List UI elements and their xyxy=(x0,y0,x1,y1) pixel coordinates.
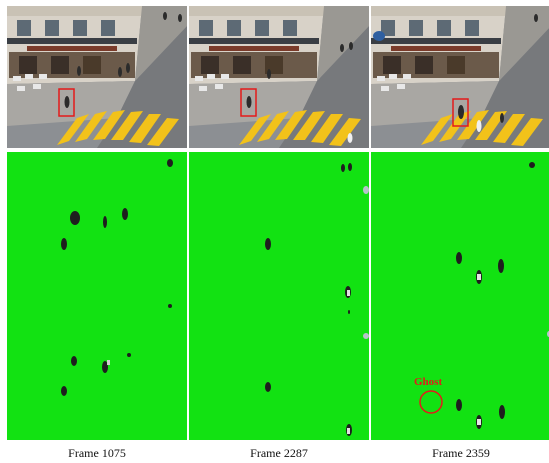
tracked-person-box xyxy=(58,88,75,117)
street-scene-image xyxy=(371,6,549,148)
street-scene-image xyxy=(7,6,187,148)
street-scene-image xyxy=(189,6,369,148)
foreground-mask-image: Ghost xyxy=(371,152,549,440)
ghost-label: Ghost xyxy=(414,376,443,388)
foreground-mask-image xyxy=(189,152,369,440)
tracked-person-box xyxy=(240,88,257,117)
frame-caption: Frame 2287 xyxy=(250,446,308,460)
frame-caption: Frame 2359 xyxy=(432,446,490,460)
frame-caption: Frame 1075 xyxy=(68,446,126,460)
foreground-mask-image xyxy=(7,152,187,440)
tracked-person-box xyxy=(452,98,469,127)
ghost-circle xyxy=(419,390,443,414)
